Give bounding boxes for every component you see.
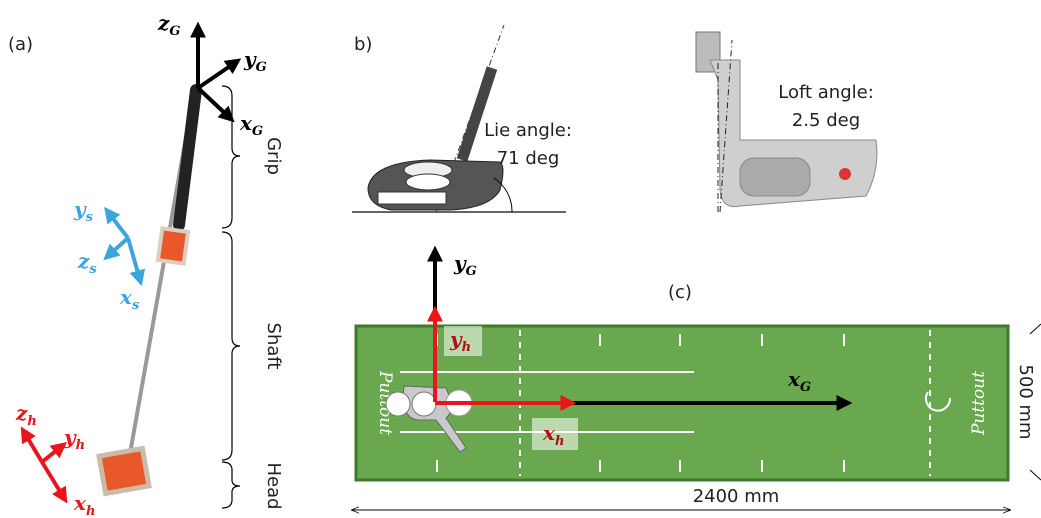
symbol: z (157, 11, 170, 35)
putter-sole (378, 192, 446, 204)
brace (222, 462, 240, 508)
subscript: G (169, 24, 180, 39)
axis-label: xs (119, 285, 140, 313)
axis-label: xG (239, 111, 263, 139)
subscript: G (800, 380, 811, 395)
global-frame (198, 28, 236, 118)
axis-arrow (108, 238, 128, 256)
axis-arrow (42, 462, 64, 498)
brace-label: Grip (263, 137, 284, 175)
axis-arrow (128, 238, 140, 280)
subscript: h (76, 438, 85, 453)
axis-label: zs (77, 249, 97, 277)
width-dimension (1030, 470, 1041, 480)
lie-value: 71 deg (497, 148, 560, 169)
panel-label: (c) (668, 282, 692, 303)
putter-head (99, 448, 149, 493)
subscript: G (466, 264, 477, 279)
subscript: s (89, 262, 97, 277)
brace (222, 86, 240, 228)
axis-label: zh (15, 401, 37, 429)
subscript: G (252, 124, 263, 139)
head-frame (24, 432, 64, 498)
loft-logo (839, 168, 851, 180)
brace-label: Head (263, 462, 284, 509)
subscript: s (132, 298, 140, 313)
loft-cavity (740, 158, 810, 196)
panel-label: (a) (8, 34, 33, 55)
panel-a: (a) zG yG xG ys zs xs zh yh xh Grip Shaf… (8, 11, 284, 518)
axis-label: xh (73, 491, 95, 518)
subscript: G (256, 60, 267, 75)
subscript: h (555, 434, 564, 449)
sensor-frame (108, 212, 140, 280)
brace-label: Shaft (263, 323, 284, 370)
width-dimension (1030, 324, 1041, 334)
axis-label: ys (73, 197, 94, 225)
symbol: x (542, 421, 556, 445)
figure: (a) zG yG xG ys zs xs zh yh xh Grip Shaf… (0, 0, 1041, 518)
panel-b: b) Lie angle: 71 deg Loft angle: 2.5 deg (352, 25, 877, 212)
subscript: h (86, 504, 95, 518)
width-label: 500 mm (1015, 364, 1036, 439)
loft-label: Loft angle: (778, 82, 874, 103)
subscript: h (462, 340, 471, 355)
axis-label: yh (63, 425, 85, 453)
braces (222, 86, 240, 508)
axis-arrow (198, 62, 236, 88)
sensor (158, 228, 188, 263)
symbol: x (787, 367, 801, 391)
axis-arrow (24, 432, 42, 462)
loft-value: 2.5 deg (792, 110, 860, 131)
putter-disc (406, 174, 450, 190)
putter-disc (386, 392, 410, 416)
putter-disc (412, 392, 436, 416)
subscript: s (86, 210, 94, 225)
axis-label: yG (453, 251, 477, 279)
axis-label: yG (243, 47, 267, 75)
symbol: x (239, 111, 253, 135)
axis-arrow (42, 446, 62, 462)
symbol: z (77, 249, 90, 273)
brace (222, 232, 240, 460)
symbol: x (73, 491, 87, 515)
grip (179, 90, 196, 225)
axis-arrow (198, 88, 230, 118)
axis-label: zG (157, 11, 180, 39)
subscript: h (27, 414, 36, 429)
panel-c: (c) Puttout Puttout yG yh xh xG 2400 mm … (352, 251, 1041, 510)
putter-shaft (462, 68, 492, 160)
symbol: z (15, 401, 28, 425)
brand-logo: Puttout (969, 371, 989, 436)
lie-label: Lie angle: (484, 120, 572, 141)
axis-arrow (108, 212, 128, 238)
symbol: x (119, 285, 133, 309)
panel-label: b) (354, 34, 372, 55)
length-label: 2400 mm (693, 486, 780, 507)
